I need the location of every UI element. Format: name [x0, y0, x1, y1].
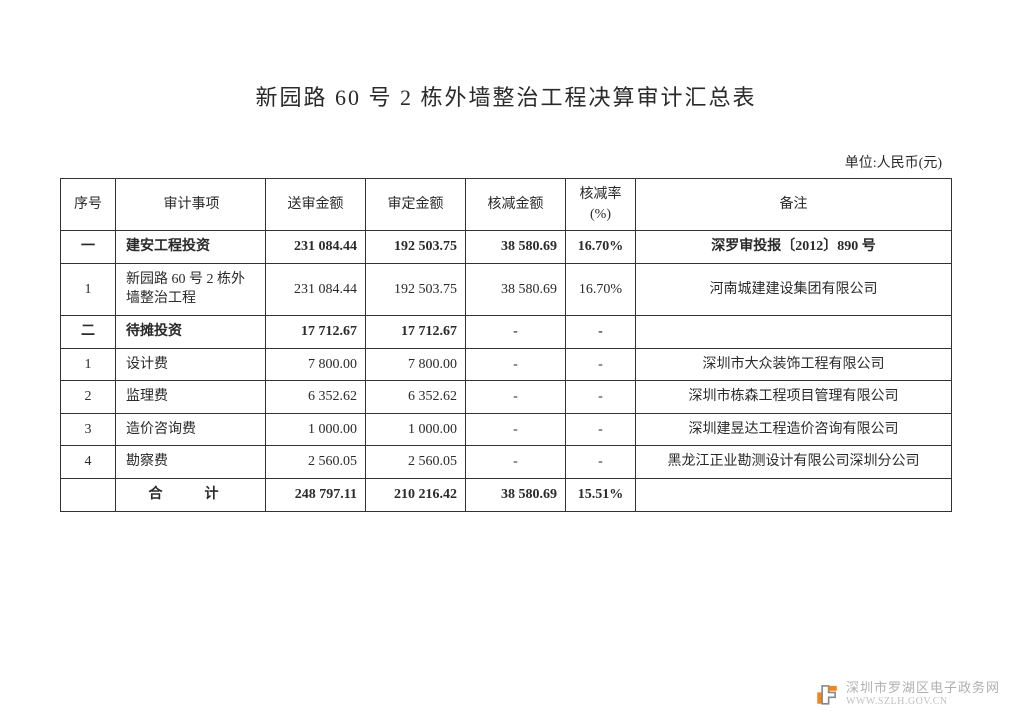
cell-reduce: -: [466, 413, 566, 446]
cell-rate: 16.70%: [566, 231, 636, 264]
cell-note: [636, 315, 952, 348]
audit-summary-table: 序号 审计事项 送审金额 审定金额 核减金额 核减率 (%) 备注 一建安工程投…: [60, 178, 952, 512]
cell-item: 设计费: [116, 348, 266, 381]
table-row: 4勘察费2 560.052 560.05--黑龙江正业勘测设计有限公司深圳分公司: [61, 446, 952, 479]
total-note: [636, 478, 952, 511]
cell-approved: 2 560.05: [366, 446, 466, 479]
cell-rate: 16.70%: [566, 263, 636, 315]
total-approved: 210 216.42: [366, 478, 466, 511]
cell-seq: 一: [61, 231, 116, 264]
col-header-approved: 审定金额: [366, 179, 466, 231]
cell-submit: 231 084.44: [266, 263, 366, 315]
table-row: 2监理费6 352.626 352.62--深圳市栋森工程项目管理有限公司: [61, 381, 952, 414]
table-total-row: 合 计 248 797.11 210 216.42 38 580.69 15.5…: [61, 478, 952, 511]
cell-seq: 4: [61, 446, 116, 479]
cell-approved: 1 000.00: [366, 413, 466, 446]
cell-submit: 2 560.05: [266, 446, 366, 479]
col-header-submit: 送审金额: [266, 179, 366, 231]
cell-item: 建安工程投资: [116, 231, 266, 264]
cell-reduce: 38 580.69: [466, 231, 566, 264]
watermark-logo-icon: [814, 681, 840, 707]
cell-note: 深圳市栋森工程项目管理有限公司: [636, 381, 952, 414]
cell-submit: 17 712.67: [266, 315, 366, 348]
cell-rate: -: [566, 348, 636, 381]
cell-note: 河南城建建设集团有限公司: [636, 263, 952, 315]
table-row: 1设计费7 800.007 800.00--深圳市大众装饰工程有限公司: [61, 348, 952, 381]
watermark-text-cn: 深圳市罗湖区电子政务网: [846, 677, 1000, 696]
cell-submit: 7 800.00: [266, 348, 366, 381]
cell-rate: -: [566, 381, 636, 414]
cell-seq: 3: [61, 413, 116, 446]
cell-rate: -: [566, 446, 636, 479]
cell-reduce: -: [466, 348, 566, 381]
cell-rate: -: [566, 315, 636, 348]
cell-reduce: -: [466, 315, 566, 348]
cell-item: 新园路 60 号 2 栋外墙整治工程: [116, 263, 266, 315]
cell-approved: 192 503.75: [366, 231, 466, 264]
cell-reduce: -: [466, 446, 566, 479]
unit-label: 单位:人民币(元): [60, 152, 952, 172]
col-header-rate: 核减率 (%): [566, 179, 636, 231]
cell-approved: 7 800.00: [366, 348, 466, 381]
total-reduce: 38 580.69: [466, 478, 566, 511]
total-submit: 248 797.11: [266, 478, 366, 511]
cell-item: 待摊投资: [116, 315, 266, 348]
watermark-text-en: WWW.SZLH.GOV.CN: [846, 696, 1000, 707]
cell-submit: 6 352.62: [266, 381, 366, 414]
watermark: 深圳市罗湖区电子政务网 WWW.SZLH.GOV.CN: [814, 677, 1000, 707]
cell-note: 黑龙江正业勘测设计有限公司深圳分公司: [636, 446, 952, 479]
cell-approved: 17 712.67: [366, 315, 466, 348]
cell-reduce: 38 580.69: [466, 263, 566, 315]
total-seq: [61, 478, 116, 511]
cell-note: 深罗审投报〔2012〕890 号: [636, 231, 952, 264]
cell-seq: 1: [61, 348, 116, 381]
table-row: 1新园路 60 号 2 栋外墙整治工程231 084.44192 503.753…: [61, 263, 952, 315]
col-header-reduce: 核减金额: [466, 179, 566, 231]
total-rate: 15.51%: [566, 478, 636, 511]
cell-note: 深圳建昱达工程造价咨询有限公司: [636, 413, 952, 446]
cell-submit: 231 084.44: [266, 231, 366, 264]
cell-item: 监理费: [116, 381, 266, 414]
table-row: 3造价咨询费1 000.001 000.00--深圳建昱达工程造价咨询有限公司: [61, 413, 952, 446]
cell-seq: 2: [61, 381, 116, 414]
table-header-row: 序号 审计事项 送审金额 审定金额 核减金额 核减率 (%) 备注: [61, 179, 952, 231]
cell-item: 造价咨询费: [116, 413, 266, 446]
col-header-note: 备注: [636, 179, 952, 231]
cell-approved: 6 352.62: [366, 381, 466, 414]
cell-note: 深圳市大众装饰工程有限公司: [636, 348, 952, 381]
cell-seq: 二: [61, 315, 116, 348]
cell-rate: -: [566, 413, 636, 446]
page-title: 新园路 60 号 2 栋外墙整治工程决算审计汇总表: [60, 80, 952, 112]
total-label: 合 计: [116, 478, 266, 511]
cell-submit: 1 000.00: [266, 413, 366, 446]
table-row: 一建安工程投资231 084.44192 503.7538 580.6916.7…: [61, 231, 952, 264]
col-header-item: 审计事项: [116, 179, 266, 231]
table-row: 二待摊投资17 712.6717 712.67--: [61, 315, 952, 348]
cell-seq: 1: [61, 263, 116, 315]
cell-approved: 192 503.75: [366, 263, 466, 315]
col-header-seq: 序号: [61, 179, 116, 231]
cell-item: 勘察费: [116, 446, 266, 479]
cell-reduce: -: [466, 381, 566, 414]
